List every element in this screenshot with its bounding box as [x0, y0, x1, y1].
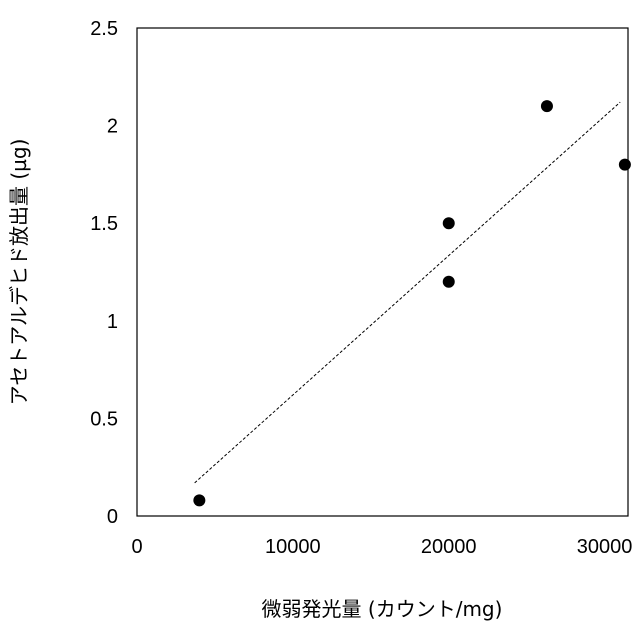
data-point	[443, 217, 455, 229]
x-axis-tick-labels: 0 10000 20000 30000	[131, 536, 632, 558]
y-tick-label: 1.5	[90, 213, 118, 235]
x-axis-title: 微弱発光量 (カウント/mg)	[262, 597, 503, 621]
data-point	[443, 276, 455, 288]
y-axis-title: アセトアルデヒド放出量 (µg)	[7, 139, 31, 406]
plot-area	[137, 28, 628, 516]
y-tick-label: 2.5	[90, 18, 118, 40]
y-axis-tick-labels: 0 0.5 1 1.5 2 2.5	[90, 18, 118, 528]
y-tick-label: 1	[107, 311, 118, 333]
y-tick-label: 0.5	[90, 408, 118, 430]
x-tick-label: 20000	[421, 536, 477, 558]
data-point	[541, 100, 553, 112]
data-point	[619, 159, 631, 171]
y-tick-label: 2	[107, 116, 118, 138]
y-tick-label: 0	[107, 506, 118, 528]
x-tick-label: 30000	[577, 536, 633, 558]
data-point	[193, 494, 205, 506]
x-tick-label: 0	[131, 536, 142, 558]
x-tick-label: 10000	[265, 536, 321, 558]
